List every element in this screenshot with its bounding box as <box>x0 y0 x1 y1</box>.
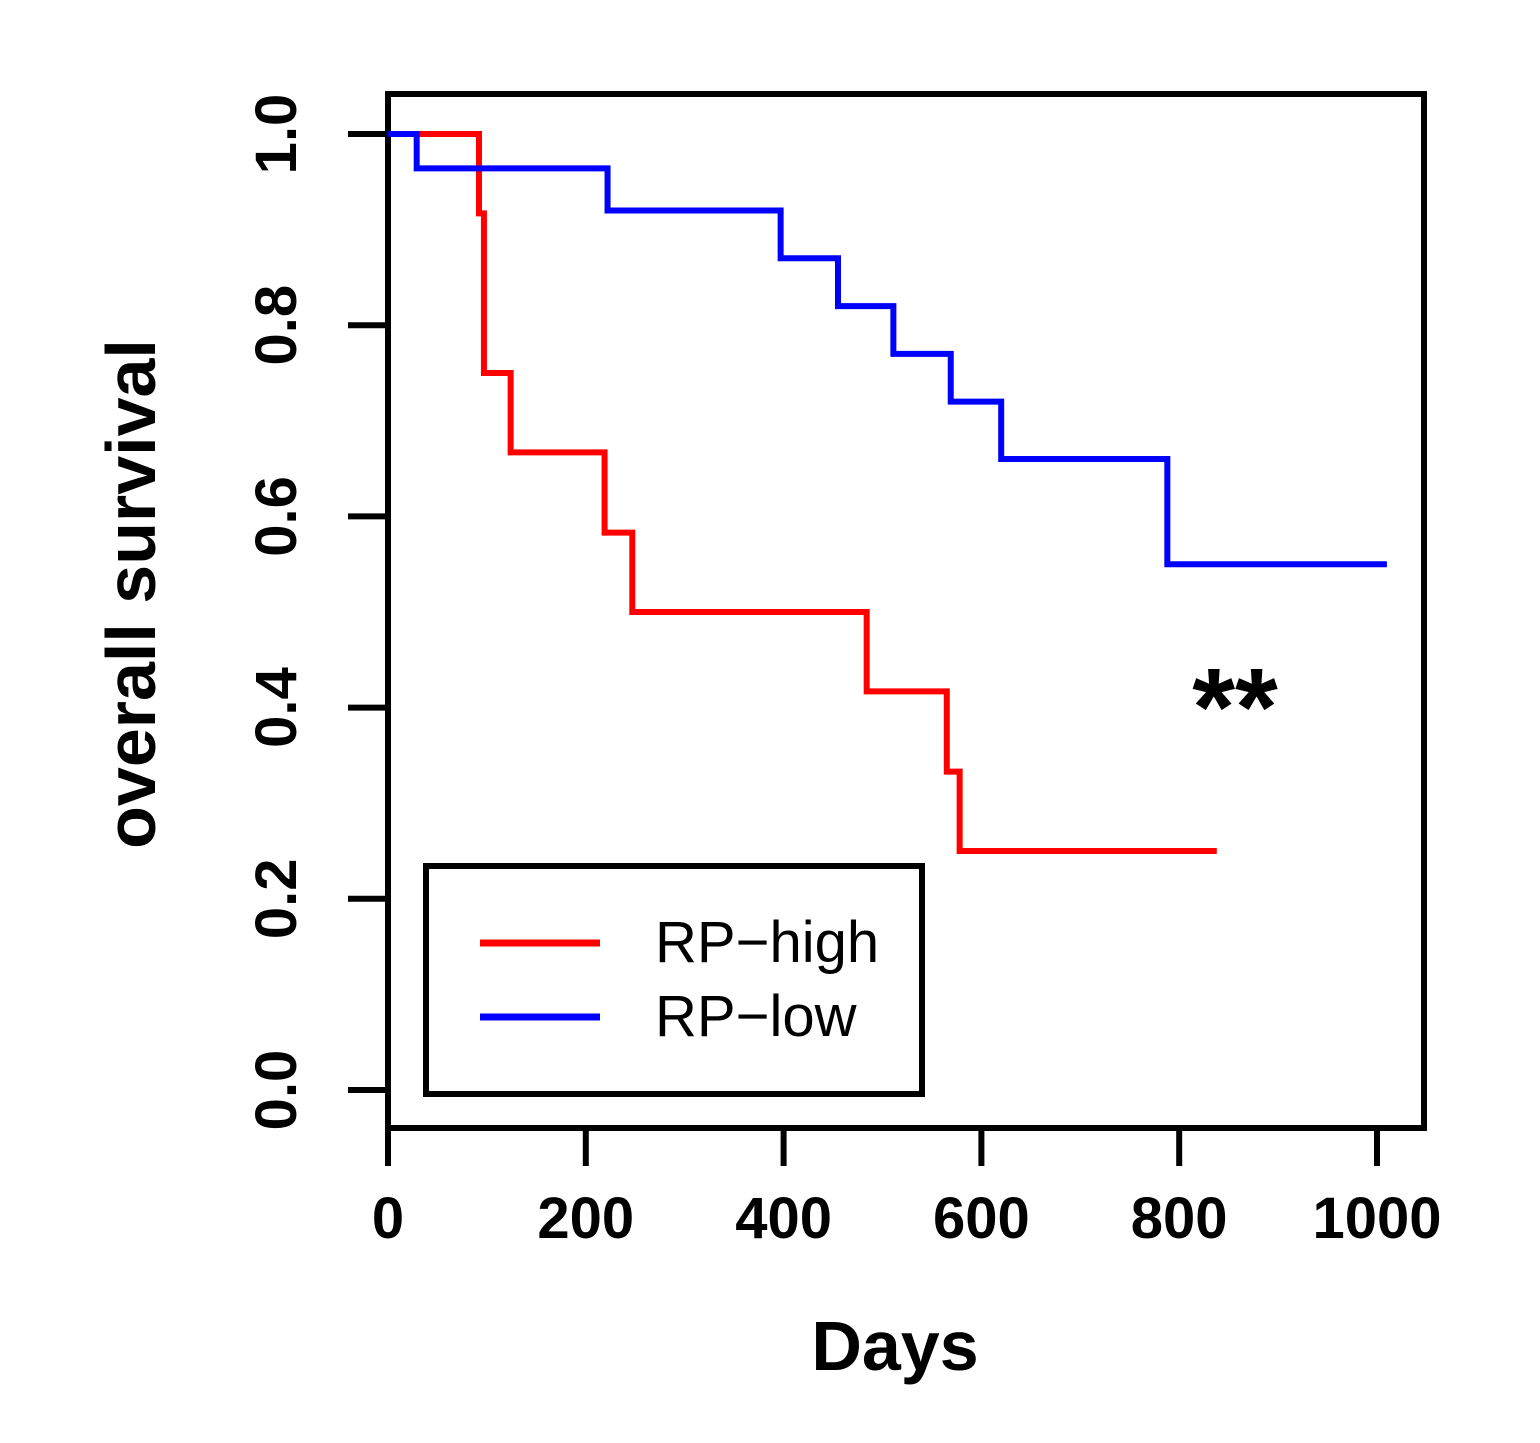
x-axis: 0 200 400 600 800 1000 <box>372 1125 1442 1251</box>
legend-label-rp-low: RP−low <box>655 984 858 1049</box>
x-tick-label: 800 <box>1131 1186 1228 1251</box>
survival-curves <box>388 131 1387 854</box>
x-tick-label: 400 <box>735 1186 832 1251</box>
y-tick-label: 0.6 <box>244 476 309 557</box>
y-axis-title: overall survival <box>92 339 170 849</box>
x-axis-title: Days <box>811 1307 978 1385</box>
y-axis: 0.0 0.2 0.4 0.6 0.8 1.0 <box>244 94 391 1131</box>
y-tick-label: 0.4 <box>244 667 309 748</box>
y-tick-label: 0.0 <box>244 1050 309 1131</box>
x-tick-label: 0 <box>372 1186 404 1251</box>
legend-box <box>423 863 925 1097</box>
x-tick-label: 1000 <box>1312 1186 1441 1251</box>
y-tick-label: 0.2 <box>244 858 309 939</box>
series-line-rp-low <box>388 131 1387 568</box>
significance-annotation: ** <box>1192 646 1278 769</box>
legend: RP−high RP−low <box>423 863 925 1097</box>
legend-label-rp-high: RP−high <box>655 910 879 975</box>
y-tick-label: 1.0 <box>244 94 309 175</box>
series-line-rp-high <box>388 131 1217 854</box>
y-tick-label: 0.8 <box>244 285 309 366</box>
x-tick-label: 600 <box>933 1186 1030 1251</box>
x-tick-label: 200 <box>537 1186 634 1251</box>
